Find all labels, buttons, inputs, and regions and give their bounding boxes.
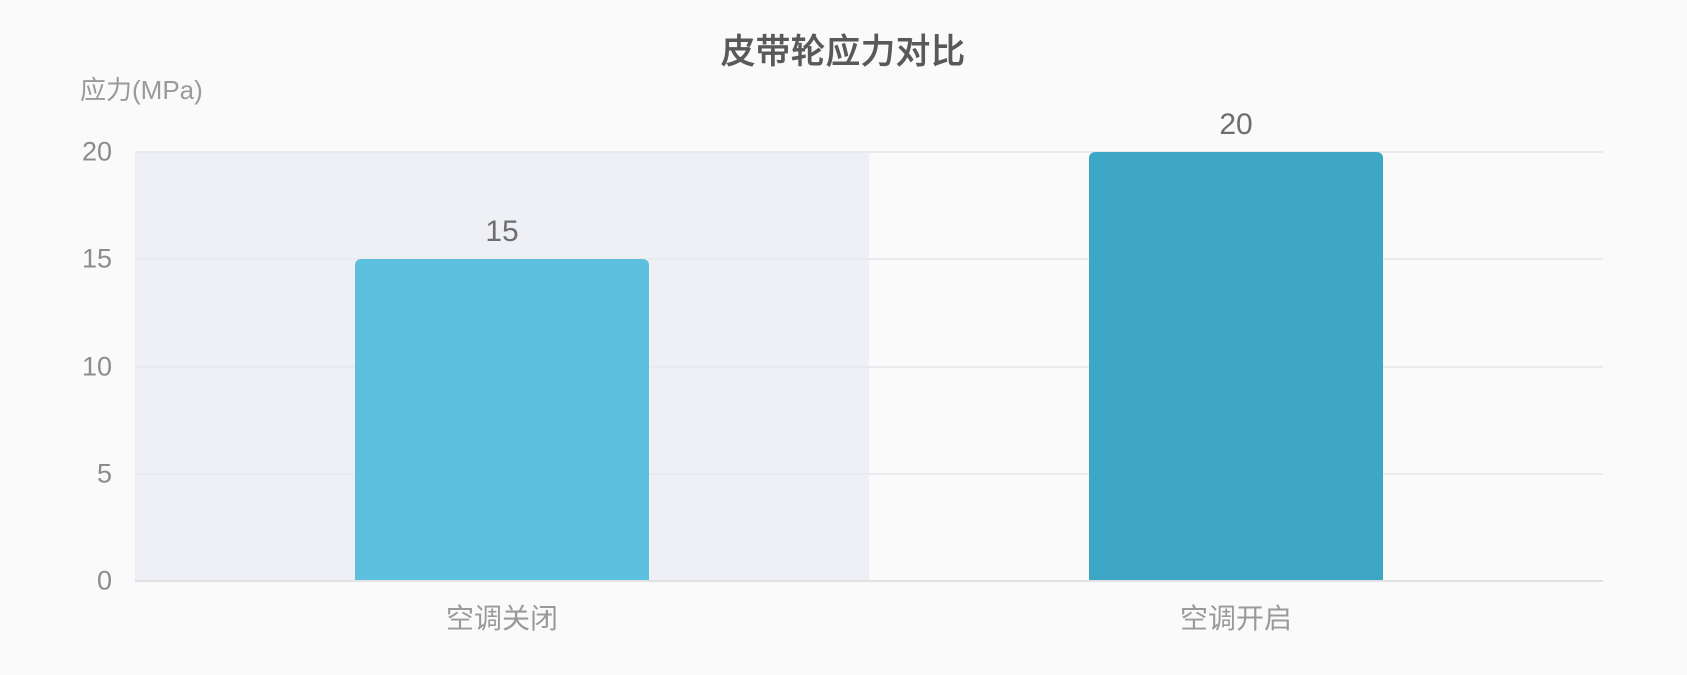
y-axis-name: 应力(MPa) [80,75,203,105]
y-tick-label-20: 20 [81,136,112,167]
x-axis-line [135,580,1603,582]
bar-value-label: 15 [485,215,519,249]
gridline-y-20 [135,151,1603,153]
bar-value-label: 20 [1219,108,1253,141]
bar-空调开启[interactable] [1089,152,1383,581]
x-axis-label-空调开启: 空调开启 [1179,603,1292,634]
bar-slots: 15 空调关闭 20 空调开启 [135,110,1603,633]
gridline-y-15 [135,258,1603,261]
plot-area: 15 空调关闭 20 空调开启 [135,110,1603,633]
bar-空调关闭[interactable] [355,259,649,581]
gridline-y-10 [135,365,1603,368]
category-slot-2: 20 空调开启 [869,110,1603,633]
chart-title: 皮带轮应力对比 [721,33,966,71]
x-axis-label-空调关闭: 空调关闭 [445,603,558,634]
y-tick-label-0: 0 [96,565,112,596]
y-tick-label-5: 5 [96,458,112,489]
y-axis-ticks: 0 5 10 15 20 [0,138,112,594]
category-slot-1: 15 空调关闭 [135,152,869,633]
y-tick-label-15: 15 [81,243,112,274]
gridline-y-5 [135,472,1603,475]
y-tick-label-10: 10 [81,351,112,381]
